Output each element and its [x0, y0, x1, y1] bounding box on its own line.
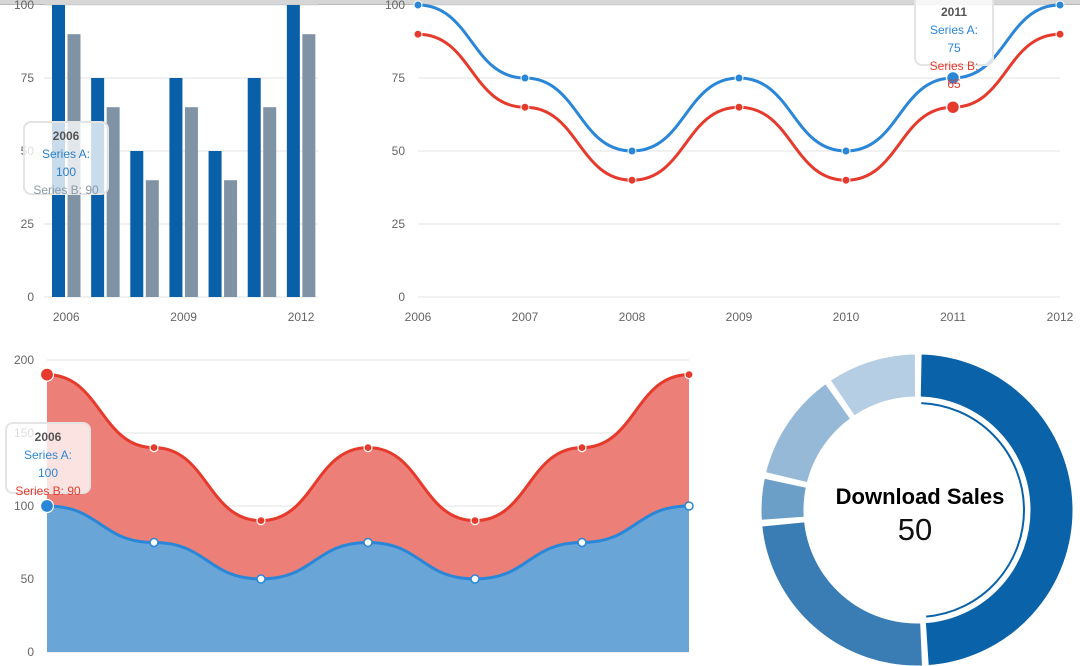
- tooltip-title: 2011: [940, 5, 968, 19]
- tooltip-series-b: Series B: 90: [33, 183, 99, 197]
- line-point-b: [841, 175, 851, 185]
- line-point-b: [945, 99, 961, 115]
- area-point-a: [256, 574, 266, 584]
- line-point-a: [841, 146, 851, 156]
- bar-y-tick-label: 75: [21, 71, 35, 85]
- line-x-tick-label: 2009: [726, 310, 753, 324]
- donut-selected-arc: [921, 402, 1025, 618]
- donut-center-title: Download Sales: [835, 484, 1005, 509]
- line-y-tick-label: 100: [385, 0, 405, 12]
- line-point-a: [413, 0, 423, 10]
- line-y-tick-label: 75: [392, 71, 406, 85]
- tooltip-series-b: Series B: 65: [929, 59, 979, 91]
- donut-slice: [917, 351, 1076, 666]
- area-point-b: [149, 443, 159, 453]
- line-x-tick-label: 2008: [619, 310, 646, 324]
- area-series-a-fill: [47, 506, 689, 652]
- line-x-tick-label: 2011: [940, 310, 966, 324]
- line-point-b: [1055, 29, 1065, 39]
- line-point-a: [520, 73, 530, 83]
- area-point-a: [684, 501, 694, 511]
- line-point-a: [627, 146, 637, 156]
- tooltip-title: 2006: [52, 129, 80, 143]
- bar-series-b: [302, 34, 316, 297]
- area-point-b: [256, 515, 266, 526]
- donut-slice: [762, 380, 855, 486]
- bar-series-a: [130, 151, 144, 297]
- bar-y-tick-label: 100: [14, 0, 34, 12]
- line-y-tick-label: 50: [392, 144, 406, 158]
- area-point-a: [470, 574, 480, 584]
- bar-series-a: [286, 5, 300, 297]
- bar-x-tick-label: 2009: [170, 310, 197, 324]
- area-point-b: [577, 443, 587, 453]
- bar-y-tick-label: 25: [21, 217, 35, 231]
- line-point-b: [413, 29, 423, 39]
- bar-x-tick-label: 2006: [53, 310, 80, 324]
- area-chart-tooltip: 2006 Series A: 100 Series B: 90: [5, 422, 91, 498]
- bar-series-b: [184, 107, 198, 297]
- area-point-a: [39, 498, 55, 514]
- donut-slice: [759, 519, 925, 666]
- area-y-tick-label: 100: [14, 499, 34, 513]
- area-point-b: [363, 443, 373, 453]
- bar-x-tick-label: 2012: [288, 310, 315, 324]
- tooltip-title: 2006: [34, 430, 62, 444]
- bar-series-b: [224, 180, 238, 297]
- donut-slice: [826, 351, 919, 420]
- donut-slice: [758, 475, 810, 523]
- bar-y-tick-label: 0: [27, 290, 34, 304]
- tooltip-series-a: Series A: 100: [41, 147, 91, 179]
- bar-series-a: [247, 78, 261, 297]
- bar-series-b: [106, 107, 120, 297]
- tooltip-series-a: Series A: 75: [929, 23, 979, 55]
- bar-series-a: [169, 78, 183, 297]
- line-x-tick-label: 2006: [405, 310, 432, 324]
- line-chart-tooltip: 2011 Series A: 75 Series B: 65: [914, 0, 994, 91]
- area-point-a: [363, 537, 373, 548]
- area-y-tick-label: 50: [21, 572, 35, 586]
- donut-center-value: 50: [897, 512, 933, 547]
- line-y-tick-label: 0: [398, 290, 405, 304]
- area-series-b-fill: [47, 374, 689, 579]
- line-x-tick-label: 2012: [1047, 310, 1074, 324]
- bar-chart-tooltip: 2006 Series A: 100 Series B: 90: [23, 121, 109, 197]
- line-point-b: [520, 102, 530, 112]
- area-point-b: [684, 370, 694, 380]
- bar-series-b: [263, 107, 277, 297]
- area-point-b: [470, 515, 480, 526]
- line-point-a: [734, 73, 744, 83]
- bar-series-a: [208, 151, 222, 297]
- line-point-b: [627, 175, 637, 185]
- tooltip-series-a: Series A: 100: [23, 448, 73, 480]
- area-point-a: [577, 537, 587, 548]
- area-y-tick-label: 200: [14, 353, 34, 367]
- line-x-tick-label: 2007: [512, 310, 539, 324]
- area-y-tick-label: 0: [27, 645, 34, 659]
- tooltip-series-b: Series B: 90: [15, 484, 81, 498]
- line-point-a: [945, 70, 961, 86]
- line-y-tick-label: 25: [392, 217, 406, 231]
- bar-series-b: [145, 180, 159, 297]
- area-point-a: [149, 537, 159, 548]
- line-x-tick-label: 2010: [833, 310, 860, 324]
- area-point-b: [39, 367, 55, 382]
- line-point-b: [734, 102, 744, 112]
- line-point-a: [1055, 0, 1065, 10]
